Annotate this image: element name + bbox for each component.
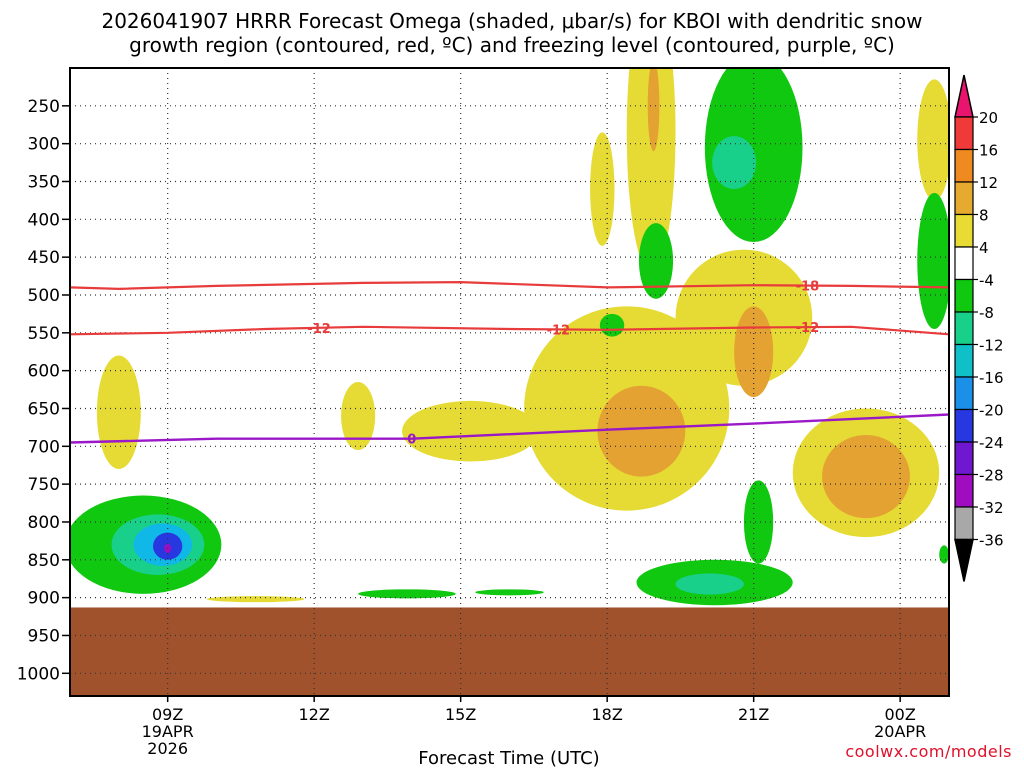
omega-region-20 (475, 589, 544, 596)
freezing-level-label: 0 (407, 433, 416, 448)
colorbar-segment-8 (954, 376, 974, 411)
colorbar-segment-1 (954, 148, 974, 183)
x-axis-label: Forecast Time (UTC) (418, 748, 599, 768)
omega-region-28 (917, 192, 949, 330)
colorbar-segment-0 (954, 116, 974, 151)
colorbar: 20 16 12 8 4 -4 -8 -12 -16 -20 -24 -28 -32 -36 (954, 74, 1004, 582)
y-tick-label-700: 700 (28, 437, 60, 457)
omega-region-1 (206, 596, 305, 603)
x-tick-label-9-0: 09Z (152, 705, 183, 724)
colorbar-cap-bottom (954, 538, 974, 582)
colorbar-segment-3 (954, 213, 974, 248)
y-tick-label-900: 900 (28, 589, 60, 609)
colorbar-segment-7 (954, 343, 974, 378)
omega-region-10 (734, 306, 774, 398)
omega-region-27 (599, 313, 625, 337)
dgz-contour-minus12 (70, 325, 949, 336)
omega-region-8 (647, 68, 660, 152)
omega-region-5 (597, 385, 686, 477)
omega-region-13 (917, 79, 949, 201)
colorbar-label-4: 4 (979, 239, 989, 257)
y-tick-label-400: 400 (28, 210, 60, 230)
y-tick-label-600: 600 (28, 362, 60, 382)
terrain (70, 607, 949, 696)
omega-region-22 (675, 573, 744, 595)
y-tick-label-850: 850 (28, 551, 60, 571)
colorbar-segment-2 (954, 181, 974, 216)
colorbar-label-12: -32 (979, 499, 1004, 517)
colorbar-segment-5 (954, 278, 974, 313)
omega-region-12 (822, 434, 910, 519)
y-tick-label-550: 550 (28, 324, 60, 344)
colorbar-label-11: -28 (979, 467, 1004, 485)
omega-region-7 (626, 68, 676, 273)
plot-frame (69, 67, 950, 697)
x-tick-label-12-0: 12Z (299, 705, 330, 724)
x-tick-label-9-2: 2026 (147, 739, 188, 758)
dgz-contour-minus18 (70, 280, 949, 291)
y-tick-label-250: 250 (28, 97, 60, 117)
y-tick-label-450: 450 (28, 248, 60, 268)
colorbar-segment-12 (954, 506, 974, 541)
colorbar-label-2: 12 (979, 174, 998, 192)
colorbar-label-9: -20 (979, 402, 1004, 420)
chart-title-line-2: growth region (contoured, red, ºC) and f… (129, 33, 895, 57)
y-tick-label-650: 650 (28, 399, 60, 419)
colorbar-label-5: -4 (979, 272, 994, 290)
omega-region-2 (341, 382, 376, 451)
y-tick-label-350: 350 (28, 172, 60, 192)
y-tick-label-750: 750 (28, 475, 60, 495)
credit-link[interactable]: coolwx.com/models (845, 742, 1012, 761)
colorbar-label-0: 20 (979, 109, 998, 127)
colorbar-label-7: -12 (979, 337, 1004, 355)
omega-region-26 (638, 223, 674, 299)
omega-region-19 (358, 589, 456, 599)
colorbar-segment-6 (954, 311, 974, 346)
omega-region-6 (590, 132, 615, 246)
y-tick-label-1000: 1000 (17, 664, 60, 684)
y-axis: 250 300 350 400 450 500 550 600 650 700 750 800 850 9… (17, 97, 70, 684)
x-tick-label-24-0: 00Z (885, 705, 916, 724)
omega-region-0 (96, 355, 141, 470)
x-tick-label-9-1: 19APR (142, 722, 194, 741)
grid-lines (70, 68, 949, 696)
dgz-label-0-0: -18 (796, 280, 820, 295)
colorbar-cap-top (954, 74, 974, 118)
y-tick-label-950: 950 (28, 626, 60, 646)
omega-shading (70, 68, 949, 606)
colorbar-segment-4 (954, 246, 974, 281)
omega-region-29 (939, 545, 949, 564)
colorbar-segment-9 (954, 408, 974, 443)
x-tick-label-15-0: 15Z (445, 705, 476, 724)
colorbar-label-3: 8 (979, 207, 989, 225)
dgz-label-1-0: -12 (307, 322, 331, 337)
dgz-label-1-2: -12 (796, 321, 820, 336)
colorbar-label-8: -16 (979, 369, 1004, 387)
dgz-label-1-1: -12 (547, 323, 571, 338)
y-tick-label-800: 800 (28, 513, 60, 533)
chart-title-line-1: 2026041907 HRRR Forecast Omega (shaded, … (101, 9, 923, 33)
x-tick-label-21-0: 21Z (738, 705, 769, 724)
x-tick-label-24-1: 20APR (874, 722, 926, 741)
omega-region-23 (743, 480, 774, 564)
colorbar-label-6: -8 (979, 304, 994, 322)
colorbar-label-13: -36 (979, 532, 1004, 550)
freezing-level-contour (70, 413, 949, 444)
contour-lines: -18 -12 -12 -12 0 (70, 280, 949, 448)
colorbar-label-10: -24 (979, 434, 1004, 452)
x-tick-label-18-0: 18Z (592, 705, 623, 724)
y-tick-label-300: 300 (28, 135, 60, 155)
y-tick-label-500: 500 (28, 286, 60, 306)
colorbar-label-1: 16 (979, 142, 998, 160)
terrain-fill (70, 607, 949, 696)
colorbar-segment-10 (954, 441, 974, 476)
colorbar-segment-11 (954, 473, 974, 508)
omega-region-3 (402, 400, 539, 462)
omega-region-25 (712, 136, 757, 190)
